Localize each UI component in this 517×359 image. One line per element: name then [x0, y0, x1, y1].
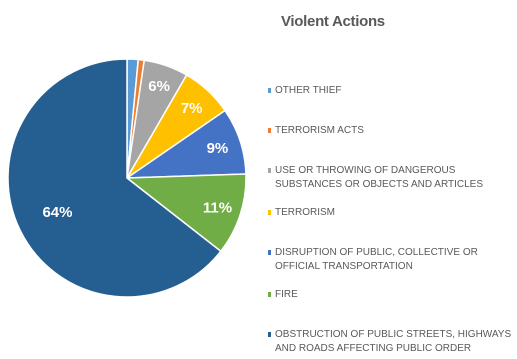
legend-item-1: OTHER THIEF [268, 84, 515, 98]
slice-data-label-5: 9% [207, 140, 229, 157]
legend-label: OBSTRUCTION OF PUBLIC STREETS, HIGHWAYS … [275, 329, 512, 354]
legend-item-2: TERRORISM ACTS [268, 124, 515, 138]
legend-label: TERRORISM ACTS [275, 125, 364, 136]
legend-item-4: TERRORISM [268, 206, 515, 220]
legend-label: USE OR THROWING OF DANGEROUS SUBSTANCES … [275, 165, 484, 190]
legend-label: OTHER THIEF [275, 85, 342, 96]
legend-label: TERRORISM [275, 207, 335, 218]
pie-slice-6 [124, 173, 247, 253]
pie-slice-7 [7, 58, 222, 298]
legend-swatch [268, 250, 271, 255]
legend-item-7: OBSTRUCTION OF PUBLIC STREETS, HIGHWAYS … [268, 328, 515, 356]
legend-swatch [268, 292, 271, 297]
legend-swatch [268, 168, 271, 173]
legend-item-6: FIRE [268, 288, 515, 302]
chart-title: Violent Actions [281, 13, 385, 30]
slice-data-label-3: 6% [148, 78, 170, 95]
legend-swatch [268, 210, 271, 215]
slice-data-label-4: 7% [181, 100, 203, 117]
legend-item-5: DISRUPTION OF PUBLIC, COLLECTIVE OR OFFI… [268, 246, 515, 274]
legend-item-3: USE OR THROWING OF DANGEROUS SUBSTANCES … [268, 164, 515, 192]
legend-swatch [268, 128, 271, 133]
legend-label: DISRUPTION OF PUBLIC, COLLECTIVE OR OFFI… [275, 247, 478, 272]
slice-data-label-7: 64% [42, 204, 72, 221]
legend-swatch [268, 332, 271, 337]
legend-label: FIRE [275, 289, 298, 300]
slice-data-label-6: 11% [203, 199, 232, 216]
legend-swatch [268, 88, 271, 93]
